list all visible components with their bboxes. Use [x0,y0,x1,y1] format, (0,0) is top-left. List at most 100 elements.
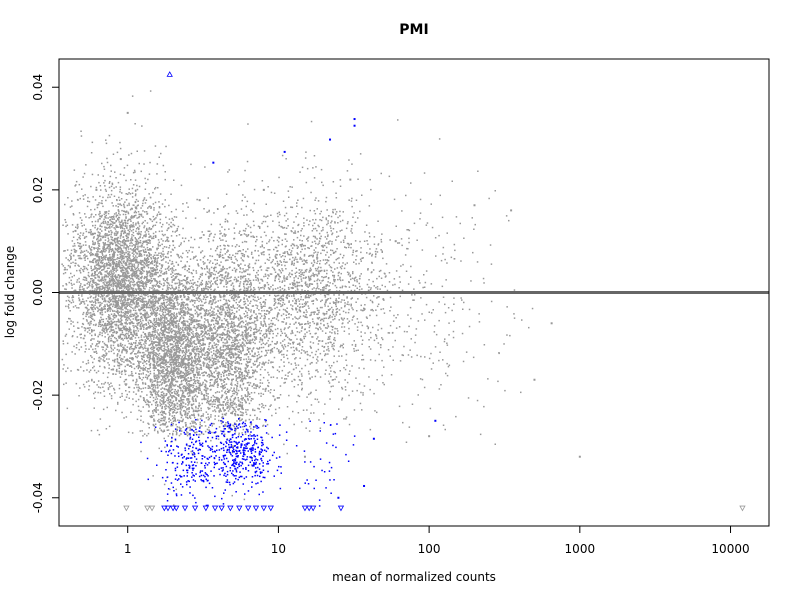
data-point [193,375,195,378]
data-point [104,332,106,334]
data-point [161,407,163,410]
data-point [96,384,98,386]
data-point [163,246,166,248]
data-point [135,316,138,319]
data-point [190,369,192,371]
data-point [163,307,165,310]
data-point [143,235,145,237]
data-point [170,347,173,349]
data-point [152,270,154,273]
data-point [108,307,110,309]
data-point [178,419,181,422]
data-point [73,251,76,253]
data-point [82,278,85,281]
data-point [128,288,131,290]
data-point [118,259,120,262]
data-point [163,317,166,319]
data-point [156,358,159,361]
data-point [116,151,119,154]
data-point [95,345,97,347]
data-point [113,365,116,367]
data-point [131,238,134,240]
data-point [113,222,115,224]
data-point [133,266,136,269]
data-point [92,280,95,282]
data-point [107,243,109,246]
data-point [152,295,154,298]
data-point [119,296,121,298]
data-point [66,249,69,251]
data-point [109,317,112,320]
data-point [108,210,110,212]
data-point [108,264,110,267]
data-point [105,295,108,298]
data-point [161,358,164,361]
data-point [80,246,82,249]
data-point [109,273,112,276]
data-point [116,368,118,371]
data-point [128,262,130,264]
data-point [142,325,144,328]
data-point [99,386,102,389]
data-point [136,356,138,359]
data-point [138,347,140,349]
data-point [152,286,154,288]
data-point [161,303,164,306]
data-point [143,163,145,165]
data-point [129,352,132,355]
data-point [126,287,128,289]
data-point [116,237,119,239]
data-point [115,300,117,302]
data-point [82,270,85,273]
data-point [162,431,164,433]
data-point [78,395,80,397]
data-point [69,300,71,303]
data-point [116,348,119,351]
data-point [72,335,74,337]
data-point [195,390,197,393]
data-point [97,219,99,221]
data-point [164,364,167,366]
data-point [96,270,98,272]
data-point [135,277,138,279]
data-point [112,216,114,218]
data-point [95,350,97,353]
data-point [117,181,120,184]
data-point [182,363,184,366]
data-point [94,277,97,279]
data-point [187,251,189,254]
data-point [117,353,119,355]
data-point [95,289,98,292]
data-point [127,294,129,296]
data-point [118,247,120,249]
data-point [135,251,137,254]
data-point [91,330,93,332]
data-point [140,344,143,346]
data-point [178,320,180,322]
data-point [140,170,142,173]
data-point [88,283,91,286]
data-point [87,304,89,306]
data-point [176,332,179,335]
data-point [107,273,110,275]
data-point [198,357,201,360]
data-point [149,320,152,322]
data-point [124,263,127,265]
data-point [155,236,157,238]
data-point [118,212,120,215]
data-point [188,391,191,393]
data-point [160,274,162,277]
data-point [124,303,127,306]
data-point [128,268,131,270]
data-point [151,314,153,316]
data-point [96,237,99,240]
data-point [158,305,161,307]
data-point [137,204,139,206]
data-point [115,265,117,268]
data-point [161,203,164,205]
data-point [111,218,114,220]
data-point [89,252,91,255]
data-point [188,384,190,387]
data-point [109,270,111,273]
data-point [146,281,148,283]
